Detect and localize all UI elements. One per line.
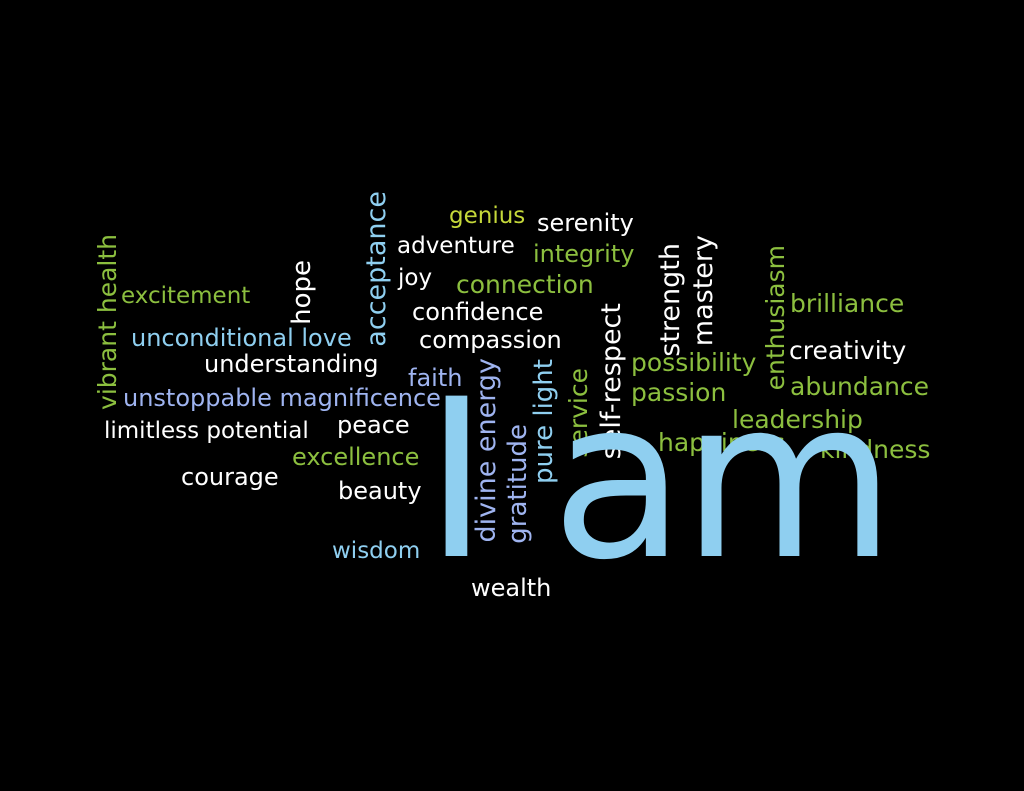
word-hope: hope — [287, 260, 317, 325]
word-beauty: beauty — [338, 477, 422, 505]
word-abundance: abundance — [790, 372, 930, 401]
headline-i-am: I am — [424, 352, 896, 608]
word-peace: peace — [337, 411, 410, 439]
word-possibility: possibility — [631, 348, 757, 377]
word-joy: joy — [398, 265, 433, 291]
word-serenity: serenity — [537, 209, 634, 237]
word-understanding: understanding — [204, 350, 379, 378]
word-faith: faith — [408, 364, 463, 392]
word-vibrant-health: vibrant health — [93, 234, 122, 410]
word-compassion: compassion — [419, 326, 562, 354]
word-genius: genius — [449, 203, 526, 229]
word-limitless-potential: limitless potential — [104, 418, 309, 444]
word-happiness: happiness — [658, 428, 786, 457]
word-wealth: wealth — [471, 574, 552, 602]
word-courage: courage — [181, 463, 279, 491]
word-excellence: excellence — [292, 443, 420, 471]
word-brilliance: brilliance — [790, 289, 905, 318]
word-unstoppable-magnificence: unstoppable magnificence — [123, 384, 441, 412]
word-kindness: kindness — [820, 435, 931, 464]
word-mastery: mastery — [688, 235, 719, 347]
word-wisdom: wisdom — [332, 538, 421, 564]
word-creativity: creativity — [789, 336, 907, 365]
word-strength: strength — [655, 243, 686, 357]
word-leadership: leadership — [732, 405, 863, 434]
word-adventure: adventure — [397, 233, 515, 259]
word-connection: connection — [456, 270, 594, 299]
word-confidence: confidence — [412, 298, 544, 326]
word-excitement: excitement — [121, 283, 251, 309]
word-acceptance: acceptance — [361, 191, 392, 347]
word-passion: passion — [631, 378, 727, 407]
word-integrity: integrity — [533, 240, 635, 268]
word-unconditional-love: unconditional love — [131, 324, 352, 352]
